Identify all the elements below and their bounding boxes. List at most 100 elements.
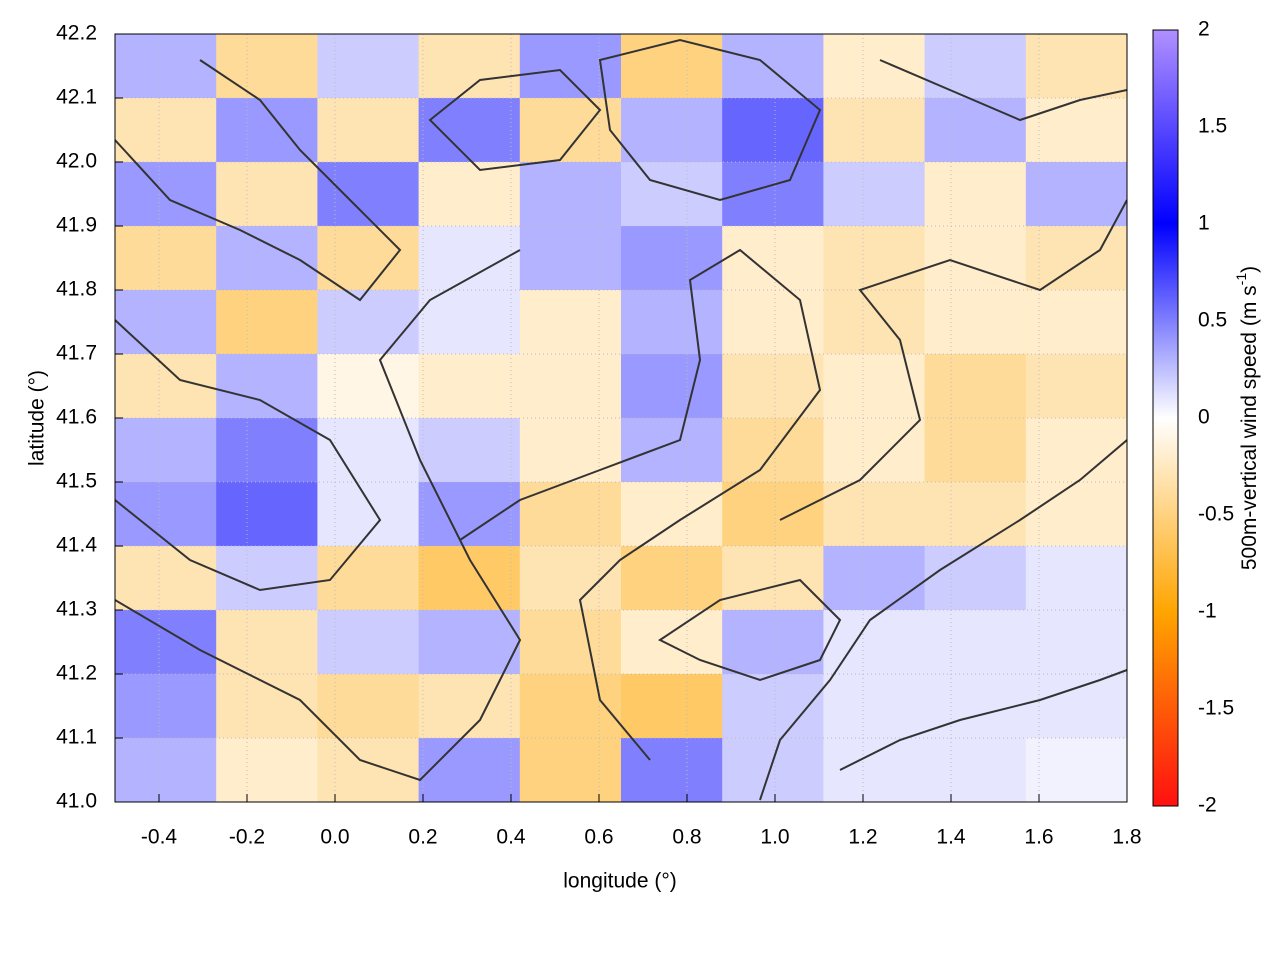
contour: [115, 59, 402, 302]
cell: [823, 674, 926, 739]
cell: [317, 546, 420, 611]
cell: [722, 482, 824, 547]
cell: [216, 738, 318, 803]
y-tick-label: 41.3: [56, 598, 97, 621]
cell: [115, 546, 217, 611]
cell: [1025, 674, 1128, 739]
cell: [823, 162, 926, 227]
cell: [621, 674, 723, 739]
x-tick-label: 1.6: [1024, 826, 1053, 849]
cell: [317, 482, 420, 547]
cell: [519, 290, 622, 355]
cell: [317, 674, 420, 739]
cell: [519, 354, 622, 419]
colorbar-tick-label: -0.5: [1198, 503, 1234, 526]
cell: [722, 98, 824, 163]
colorbar-tick-label: 2: [1198, 18, 1210, 41]
cell: [115, 674, 217, 739]
cell: [1025, 354, 1128, 419]
cell: [216, 610, 318, 675]
colorbar-tick-label: -1.5: [1198, 697, 1234, 720]
x-tick-label: -0.4: [141, 826, 178, 849]
cell: [519, 226, 622, 291]
cell: [115, 482, 217, 547]
cell: [621, 98, 723, 163]
x-tick-label: -0.2: [229, 826, 265, 849]
y-tick-label: 41.4: [56, 534, 97, 557]
y-tick-label: 41.7: [56, 342, 97, 365]
cell: [621, 610, 723, 675]
cell: [621, 162, 723, 227]
cell: [1025, 546, 1128, 611]
cell: [823, 290, 926, 355]
cell: [1025, 162, 1128, 227]
cell: [519, 98, 622, 163]
cell: [418, 418, 521, 483]
cell: [418, 482, 521, 547]
cell: [823, 546, 926, 611]
cell: [924, 98, 1027, 163]
cell: [115, 34, 217, 99]
cell: [115, 226, 217, 291]
cell: [1025, 610, 1128, 675]
colorbar-label: 500m-vertical wind speed (m s-1): [1233, 266, 1261, 570]
y-tick-label: 41.1: [56, 726, 97, 749]
cell: [924, 738, 1027, 803]
cell: [1025, 34, 1128, 99]
cell: [823, 98, 926, 163]
cell: [924, 674, 1027, 739]
cell: [317, 418, 420, 483]
cell: [216, 162, 318, 227]
cell: [418, 674, 521, 739]
cell: [519, 610, 622, 675]
cell: [722, 418, 824, 483]
cell: [418, 546, 521, 611]
cell: [924, 290, 1027, 355]
colorbar-label-sup: -1: [1233, 273, 1249, 286]
y-axis-label: latitude (°): [26, 370, 49, 466]
contour: [759, 439, 1127, 801]
cell: [317, 162, 420, 227]
cell: [722, 290, 824, 355]
cell: [1025, 226, 1128, 291]
y-tick-label: 42.0: [56, 150, 97, 173]
cell: [924, 162, 1027, 227]
colorbar-tick-label: -1: [1198, 600, 1217, 623]
y-tick-label: 42.1: [56, 86, 97, 109]
y-tick-label: 41.5: [56, 470, 97, 493]
cell: [115, 418, 217, 483]
contour: [598, 38, 822, 202]
cell: [924, 482, 1027, 547]
cell: [216, 290, 318, 355]
cell: [621, 546, 723, 611]
y-tick-label: 41.0: [56, 790, 97, 813]
cell: [823, 482, 926, 547]
cell: [722, 546, 824, 611]
colorbar-tick-label: 1: [1198, 212, 1210, 235]
cell: [216, 418, 318, 483]
x-tick-label: 0.4: [496, 826, 526, 849]
contour: [879, 59, 1127, 122]
y-tick-label: 41.9: [56, 214, 97, 237]
cell: [924, 610, 1027, 675]
cell: [216, 674, 318, 739]
contour: [839, 669, 1127, 771]
cell: [722, 738, 824, 803]
colorbar: [1152, 29, 1179, 807]
cell: [519, 482, 622, 547]
cell: [115, 354, 217, 419]
cell: [924, 34, 1027, 99]
contour: [428, 68, 602, 172]
cell: [216, 354, 318, 419]
colorbar-tick-label: 0: [1198, 406, 1210, 429]
y-tick-label: 41.2: [56, 662, 97, 685]
y-tick-label: 41.6: [56, 406, 97, 429]
cell: [519, 738, 622, 803]
cell: [418, 98, 521, 163]
cell: [722, 226, 824, 291]
cell: [115, 290, 217, 355]
cell: [519, 418, 622, 483]
x-tick-label: 1.8: [1112, 826, 1141, 849]
x-tick-label: 0.6: [584, 826, 613, 849]
